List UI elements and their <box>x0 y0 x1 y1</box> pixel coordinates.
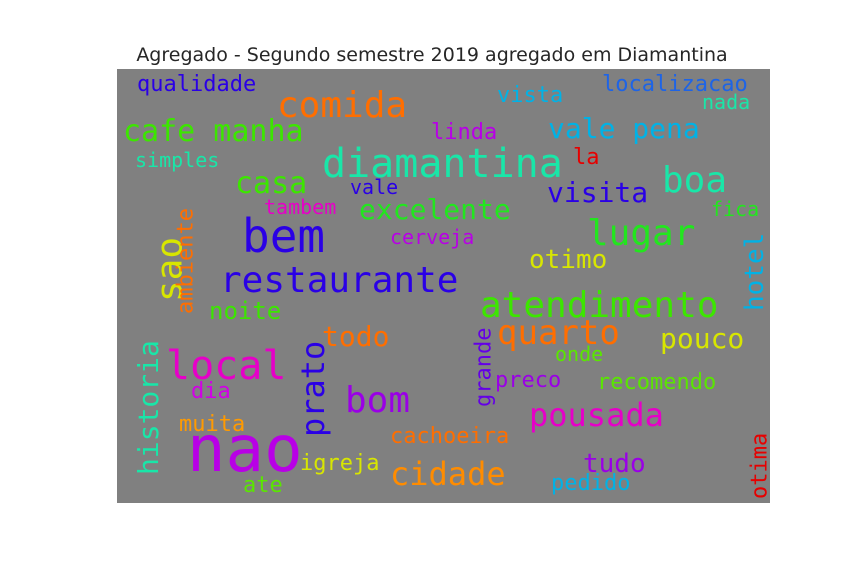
word-cafe-manha: cafe manha <box>123 114 304 149</box>
word-atendimento: atendimento <box>480 285 718 326</box>
word-pouco: pouco <box>660 322 744 355</box>
word-local: local <box>166 343 286 389</box>
word-historia: historia <box>132 340 165 475</box>
word-ate: ate <box>243 473 283 498</box>
word-otima: otima <box>748 433 770 499</box>
word-muita: muita <box>179 412 245 437</box>
word-vale-pena: vale pena <box>548 112 700 145</box>
word-fica: fica <box>711 197 759 221</box>
word-cerveja: cerveja <box>390 225 474 249</box>
word-onde: onde <box>555 342 603 366</box>
word-cachoeira: cachoeira <box>390 424 509 449</box>
word-bem: bem <box>242 209 325 263</box>
word-simples: simples <box>135 148 219 172</box>
word-dia: dia <box>191 379 231 404</box>
word-vista: vista <box>497 83 563 108</box>
word-casa: casa <box>235 166 307 201</box>
word-preco: preco <box>495 368 561 393</box>
word-lugar: lugar <box>587 213 695 254</box>
word-noite: noite <box>209 297 281 325</box>
word-otimo: otimo <box>529 245 607 275</box>
word-excelente: excelente <box>359 193 511 226</box>
word-qualidade: qualidade <box>137 72 256 97</box>
word-pedido: pedido <box>551 471 630 496</box>
word-la: la <box>573 145 600 170</box>
word-boa: boa <box>662 160 727 201</box>
word-restaurante: restaurante <box>220 260 458 301</box>
word-cidade: cidade <box>390 455 506 493</box>
word-recomendo: recomendo <box>597 370 716 395</box>
word-grande: grande <box>472 328 497 407</box>
word-prato: prato <box>294 341 332 437</box>
word-igreja: igreja <box>300 451 379 476</box>
word-visita: visita <box>547 176 648 209</box>
word-linda: linda <box>431 120 497 145</box>
word-bom: bom <box>345 380 410 421</box>
word-comida: comida <box>277 85 407 126</box>
word-vale: vale <box>350 175 398 199</box>
word-nada: nada <box>702 90 750 114</box>
word-diamantina: diamantina <box>322 141 563 187</box>
word-hotel: hotel <box>740 233 770 311</box>
word-nao: nao <box>187 413 303 487</box>
word-pousada: pousada <box>529 396 664 434</box>
word-tambem: tambem <box>264 195 336 219</box>
word-localizacao: localizacao <box>602 72 748 97</box>
word-cloud-svg: nao bem diamantina restaurante atendimento lo… <box>123 72 770 499</box>
word-sao: sao <box>150 237 191 302</box>
word-tudo: tudo <box>583 449 646 479</box>
chart-title: Agregado - Segundo semestre 2019 agregad… <box>136 44 728 66</box>
word-ambiente: ambiente <box>174 208 199 314</box>
word-todo: todo <box>322 320 389 353</box>
word-quarto: quarto <box>497 313 620 353</box>
word-cloud: nao bem diamantina restaurante atendimento lo… <box>117 69 770 503</box>
